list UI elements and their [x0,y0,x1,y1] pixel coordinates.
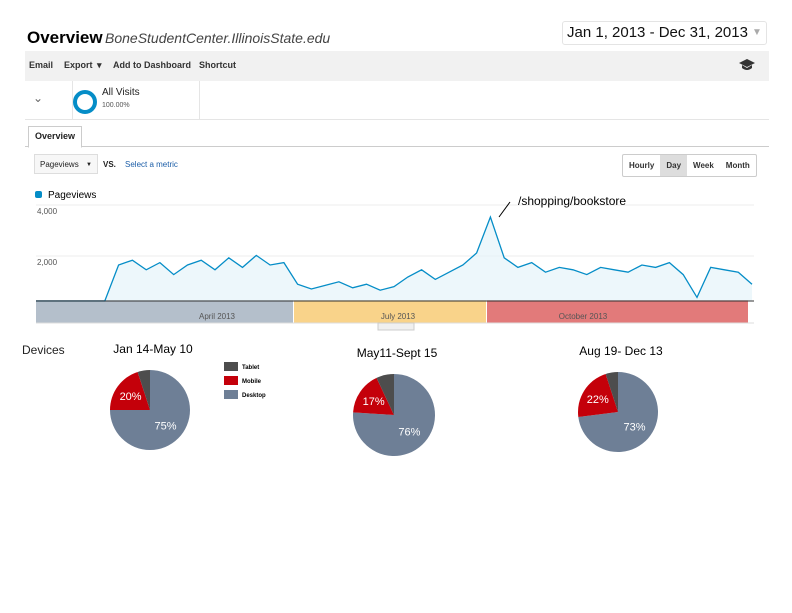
metric-dropdown[interactable]: Pageviews ▼ [34,154,98,174]
interval-buttons: Hourly Day Week Month [622,154,757,177]
device-pies: Tablet Mobile Desktop Jan 14-May 10 75% 20… [110,342,663,456]
pie-slice-tablet [137,370,150,410]
legend-swatch-tablet [224,362,238,371]
pie-title: May11-Sept 15 [357,346,438,360]
segment-toggle[interactable]: ⌄ [25,81,73,119]
segment-ring-icon [73,90,97,114]
segment-percent: 100.00% [102,102,130,109]
timeline-label: July 2013 [381,312,416,321]
legend-swatch-desktop [224,390,238,399]
area-fill [36,217,753,301]
site-name: BoneStudentCenter.IllinoisState.edu [105,30,331,46]
caret-down-icon: ▼ [751,27,762,38]
y-tick: 4,000 [37,207,58,216]
annotation-pointer [498,201,511,218]
segment-bar: ⌄ All Visits 100.00% [25,81,769,120]
interval-month[interactable]: Month [725,161,750,170]
chevron-down-icon: ⌄ [33,91,44,105]
pie-label: 76% [398,426,420,438]
vs-label: VS. [103,160,116,169]
timeline-handle[interactable] [377,322,415,331]
export-button[interactable]: Export [64,60,93,70]
caret-down-icon: ▼ [86,162,92,168]
pie-title: Jan 14-May 10 [113,342,193,356]
pie-label: 75% [155,421,177,433]
divider [199,81,200,119]
pie-label: 73% [623,422,645,434]
pageviews-chart: Pageviews 4,000 2,000 April 2013 July 20… [35,190,754,331]
timeline-band-april[interactable] [36,300,293,323]
device-legend: Tablet Mobile Desktop [224,362,266,399]
devices-label: Devices [22,343,65,357]
timeline-label: October 2013 [559,312,608,321]
caret-down-icon[interactable]: ▾ [97,60,102,70]
pie-slice-mobile [110,371,150,410]
timeline-label: April 2013 [199,312,236,321]
tab-bar: Overview [25,124,769,148]
select-metric-link[interactable]: Select a metric [125,160,178,169]
shortcut-button[interactable]: Shortcut [199,60,236,70]
page-title: Overview [27,28,103,47]
pie-label: 20% [120,391,142,403]
pie-slice-tablet [605,372,618,412]
pie-title: Aug 19- Dec 13 [579,344,663,358]
pie-slice-mobile [353,377,394,415]
legend-label: Mobile [242,379,262,385]
legend-swatch-mobile [224,376,238,385]
segment-name: All Visits [102,87,140,98]
pie-slice-desktop [578,372,659,452]
legend-swatch [35,191,42,198]
legend-label: Desktop [242,393,266,399]
toolbar: Email Export ▾ Add to Dashboard Shortcut [25,51,769,81]
tab-overview[interactable]: Overview [28,126,83,148]
pie-label: 22% [587,394,609,406]
pie-label: 17% [363,396,385,408]
date-range-picker[interactable]: Jan 1, 2013 - Dec 31, 2013 ▼ [562,21,767,45]
pageviews-line [36,215,753,302]
date-range-value: Jan 1, 2013 - Dec 31, 2013 [567,24,748,41]
graduation-cap-icon[interactable] [739,59,755,71]
add-to-dashboard-button[interactable]: Add to Dashboard [113,60,191,70]
timeline-band-october[interactable] [487,300,748,323]
interval-hourly[interactable]: Hourly [629,161,655,170]
annotation-label: /shopping/bookstore [518,194,626,208]
interval-day[interactable]: Day [660,155,688,176]
pie-slice-mobile [578,373,618,418]
y-tick: 2,000 [37,258,58,267]
pie-slice-tablet [376,374,394,415]
legend-label: Tablet [242,365,259,371]
interval-week[interactable]: Week [693,161,714,170]
metric-value: Pageviews [40,160,79,169]
legend-label: Pageviews [48,190,96,201]
timeline-band-july[interactable] [294,300,486,323]
email-button[interactable]: Email [29,60,54,70]
